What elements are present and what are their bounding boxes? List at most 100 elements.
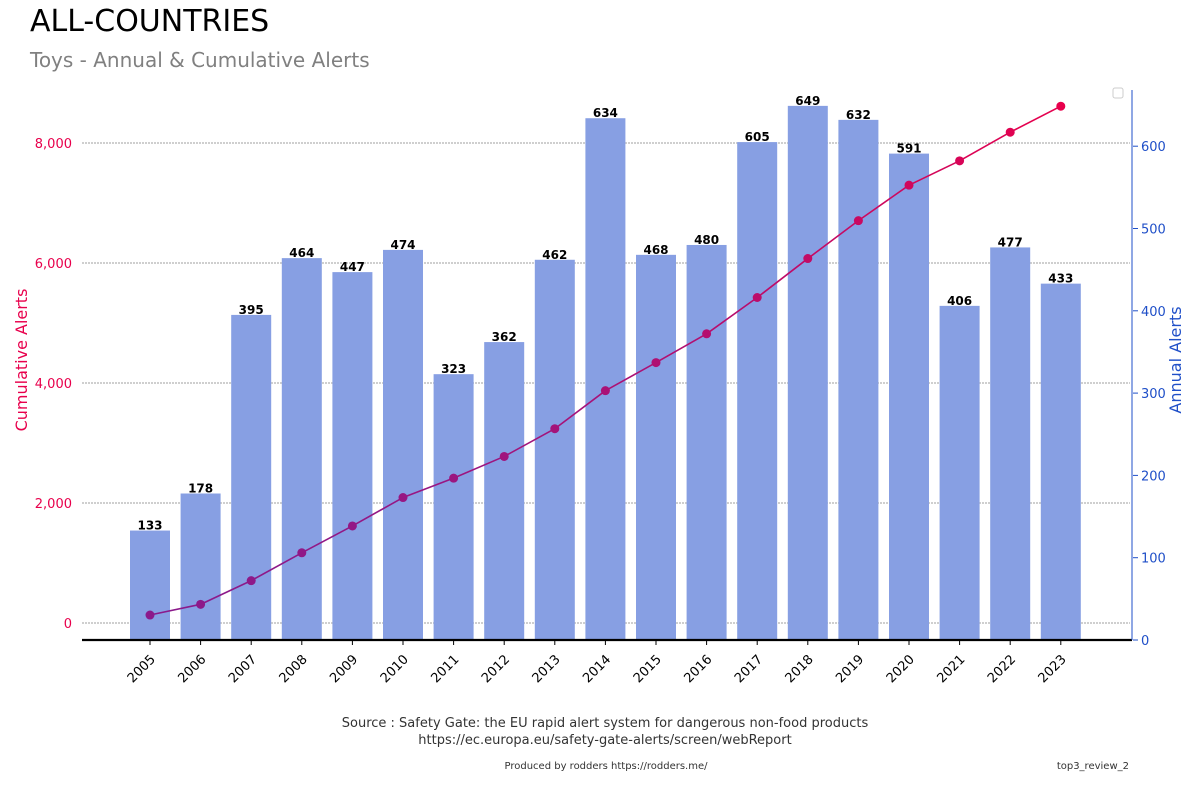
point-2014	[600, 386, 610, 396]
x-tick-2009: 2009	[327, 652, 361, 686]
bar-label-2006: 178	[188, 482, 213, 496]
x-tick-2006: 2006	[175, 652, 209, 686]
y-tick-right: 300	[1141, 387, 1166, 402]
point-2011	[449, 473, 459, 483]
bar-label-2008: 464	[289, 246, 314, 260]
bar-label-2007: 395	[239, 303, 264, 317]
line-segment	[301, 525, 353, 554]
bar-2008	[281, 258, 322, 640]
y-tick-left: 4,000	[35, 377, 72, 392]
point-2023	[1056, 101, 1066, 111]
point-2009	[347, 521, 357, 531]
y-tick-right: 600	[1141, 140, 1166, 155]
bar-2005	[130, 530, 170, 640]
y-tick-left: 6,000	[35, 257, 72, 272]
cumulative-line	[145, 101, 1066, 620]
x-tick-2022: 2022	[985, 652, 1019, 686]
x-tick-2020: 2020	[884, 652, 918, 686]
y-tick-left: 0	[64, 617, 72, 632]
x-tick-2013: 2013	[530, 652, 564, 686]
bar-2010	[383, 249, 423, 640]
bar-label-2012: 362	[492, 330, 517, 344]
line-segment	[1009, 105, 1062, 133]
line-segment	[554, 390, 606, 430]
bar-labels: 133 178 395 464 447 474 323 362 462 634 468 480 605 6…	[137, 94, 1073, 533]
bar-2013	[534, 259, 575, 640]
y-tick-right: 500	[1141, 223, 1166, 238]
x-tick-2007: 2007	[226, 652, 260, 686]
bar-label-2017: 605	[745, 130, 770, 144]
point-2017	[752, 293, 762, 302]
bar-label-2023: 433	[1048, 272, 1073, 286]
source-line-2: https://ec.europa.eu/safety-gate-alerts/…	[418, 733, 792, 748]
bar-2019	[838, 119, 879, 640]
line-segment	[756, 257, 809, 299]
legend-box	[1112, 87, 1124, 99]
x-tick-2016: 2016	[681, 652, 715, 686]
line-segment	[706, 296, 758, 335]
bar-label-2021: 406	[947, 294, 972, 308]
chart-title: ALL-COUNTRIES	[30, 4, 270, 39]
bar-2017	[737, 142, 778, 640]
bar-label-2013: 462	[542, 248, 567, 262]
chart-subtitle: Toys - Annual & Cumulative Alerts	[30, 48, 370, 72]
y-tick-left: 2,000	[35, 497, 72, 512]
bar-2020	[889, 153, 929, 640]
point-2022	[1005, 127, 1015, 137]
bar-series	[130, 105, 1081, 641]
line-segment	[857, 184, 910, 222]
x-tick-2008: 2008	[277, 652, 311, 686]
x-tick-2021: 2021	[934, 652, 968, 686]
bar-label-2022: 477	[998, 235, 1023, 249]
bar-label-2011: 323	[441, 362, 466, 376]
point-2007	[246, 576, 256, 586]
bar-2022	[990, 247, 1031, 640]
point-2008	[297, 548, 307, 558]
bar-2012	[484, 342, 525, 640]
line-segment	[605, 361, 657, 392]
y-tick-right: 100	[1141, 552, 1166, 567]
x-tick-2017: 2017	[732, 652, 766, 686]
x-tick-2023: 2023	[1036, 652, 1070, 686]
bar-2007	[231, 314, 272, 640]
point-2010	[398, 493, 408, 503]
bar-2021	[939, 305, 980, 640]
bar-label-2009: 447	[340, 260, 365, 274]
bar-label-2020: 591	[896, 142, 921, 156]
line-segment	[453, 455, 505, 479]
point-2012	[499, 451, 509, 461]
y-tick-left: 8,000	[35, 137, 72, 152]
y-tick-right: 200	[1141, 469, 1166, 484]
line-segment	[200, 579, 252, 606]
y-axis-label-right: Annual Alerts	[1166, 306, 1185, 413]
bar-2016	[686, 244, 727, 640]
bar-label-2005: 133	[137, 519, 162, 533]
point-2015	[651, 358, 661, 368]
x-tick-2018: 2018	[783, 652, 817, 686]
x-tick-2012: 2012	[479, 652, 513, 686]
line-segment	[402, 477, 454, 499]
y-tick-right: 400	[1141, 305, 1166, 320]
line-segment	[250, 552, 303, 582]
x-tick-2010: 2010	[378, 652, 412, 686]
line-segment	[807, 219, 859, 260]
tag-text: top3_review_2	[1056, 761, 1129, 772]
source-line-1: Source : Safety Gate: the EU rapid alert…	[341, 716, 869, 731]
line-segment	[655, 333, 707, 364]
x-tick-2014: 2014	[580, 652, 614, 686]
bar-2009	[332, 272, 373, 640]
point-2019	[853, 216, 863, 226]
point-2006	[196, 599, 206, 609]
bar-label-2019: 632	[846, 108, 871, 122]
source-text: Source : Safety Gate: the EU rapid alert…	[0, 715, 1200, 749]
bar-2014	[585, 118, 626, 640]
line-segment	[959, 131, 1011, 162]
y-tick-right: 0	[1141, 634, 1149, 649]
point-2020	[904, 180, 914, 190]
point-2016	[702, 329, 712, 339]
bar-label-2014: 634	[593, 106, 618, 120]
bar-label-2015: 468	[643, 243, 668, 257]
x-tick-2005: 2005	[125, 652, 159, 686]
bar-2023	[1040, 283, 1081, 640]
